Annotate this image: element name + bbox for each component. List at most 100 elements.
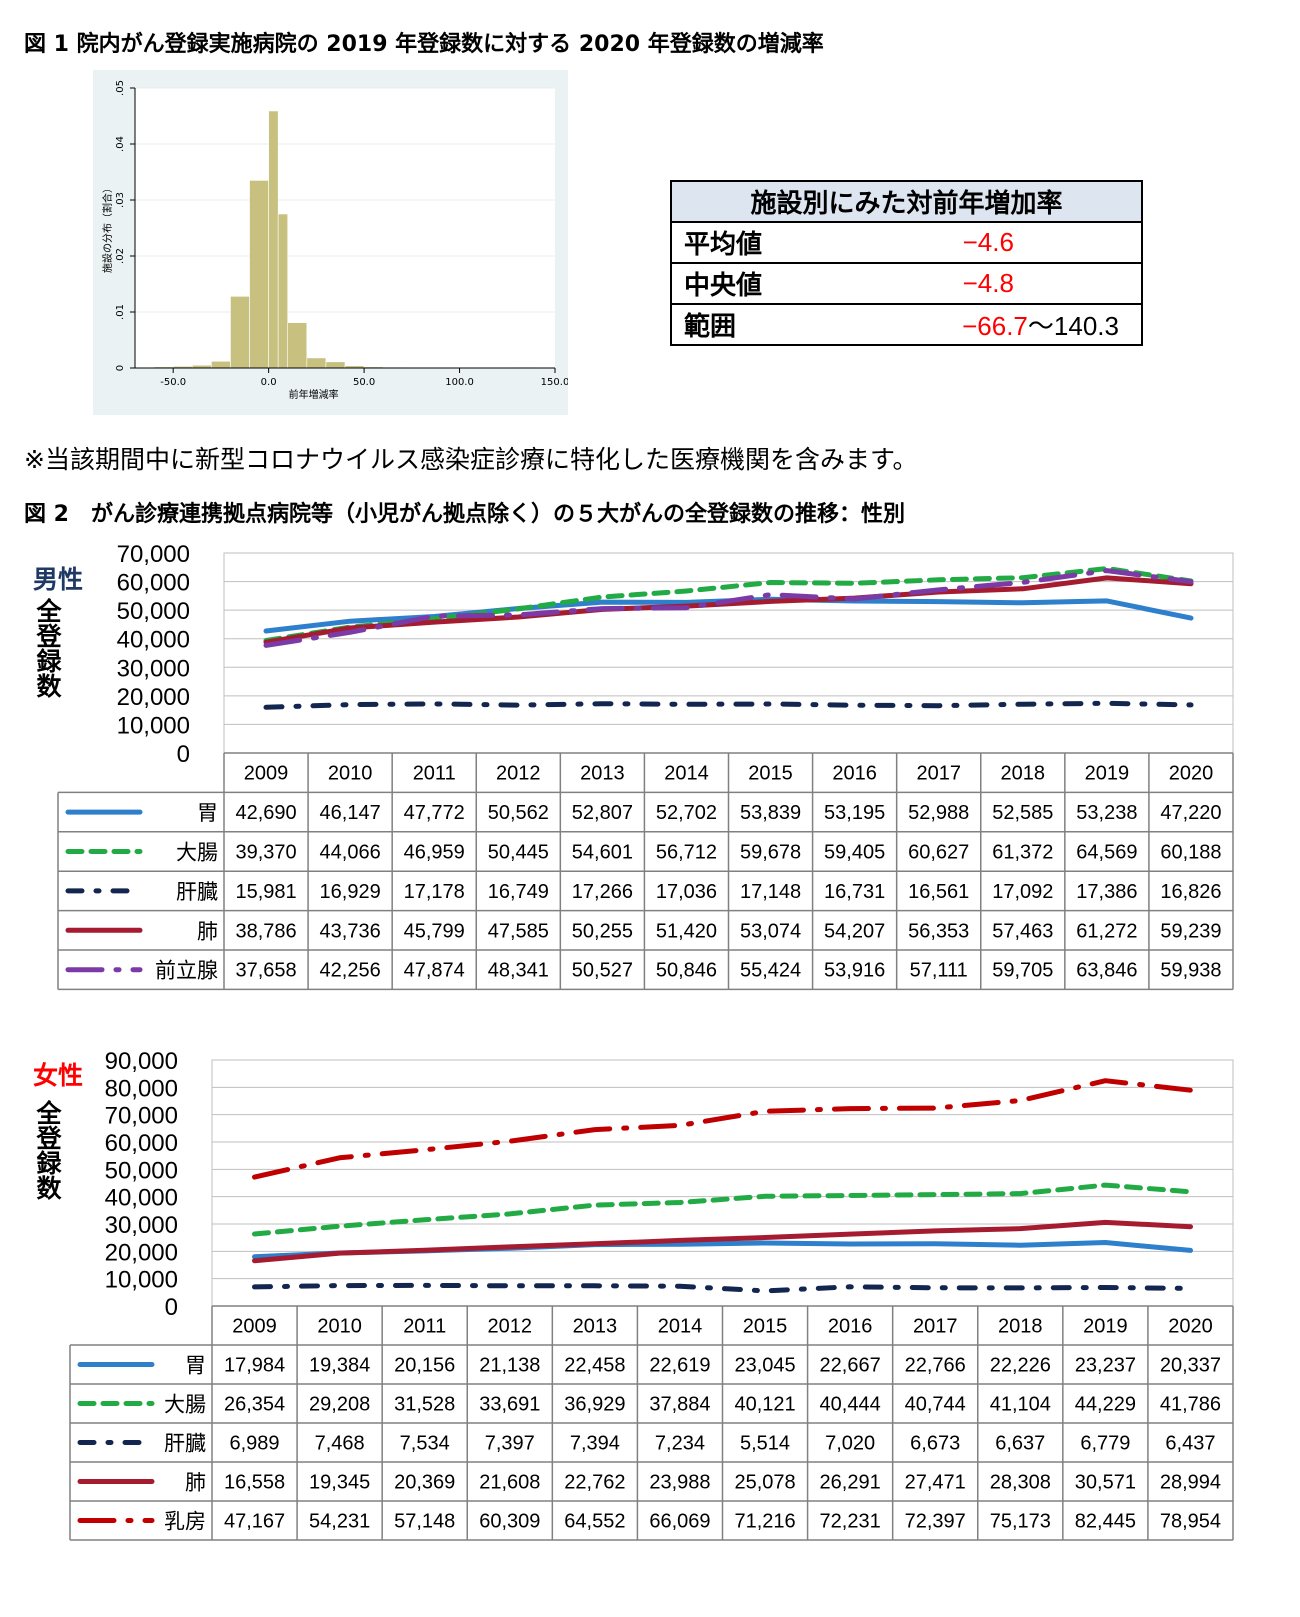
x-category-label: 2020 [1169, 763, 1214, 785]
table-cell-value: 55,424 [740, 960, 801, 982]
histogram-x-tick-label: 50.0 [353, 377, 375, 388]
table-cell-value: 31,528 [394, 1394, 455, 1416]
table-cell-value: 16,561 [908, 881, 969, 903]
table-cell-value: 28,308 [990, 1472, 1051, 1494]
table-cell-value: 25,078 [734, 1472, 795, 1494]
table-cell-value: 50,445 [488, 842, 549, 864]
table-cell-value: 15,981 [235, 881, 296, 903]
table-cell-value: 47,585 [488, 920, 549, 942]
legend-label: 肺 [185, 1471, 206, 1495]
legend-label: 肝臓 [176, 880, 218, 904]
table-cell-value: 29,208 [309, 1394, 370, 1416]
histogram-y-tick-label: .05 [115, 80, 126, 96]
table-cell-value: 6,637 [995, 1433, 1045, 1455]
y-tick-label: 0 [165, 1294, 178, 1321]
legend-label: 胃 [197, 801, 218, 825]
table-cell-value: 17,266 [572, 881, 633, 903]
table-cell-value: 40,121 [734, 1394, 795, 1416]
x-category-label: 2014 [658, 1316, 703, 1338]
table-cell-value: 54,231 [309, 1511, 370, 1533]
table-cell-value: 23,237 [1075, 1355, 1136, 1377]
table-cell-value: 21,138 [479, 1355, 540, 1377]
table-cell-value: 50,846 [656, 960, 717, 982]
y-tick-label: 20,000 [117, 684, 190, 711]
table-cell-value: 44,229 [1075, 1394, 1136, 1416]
histogram-y-tick-label: .03 [115, 192, 126, 208]
y-tick-label: 80,000 [105, 1075, 178, 1102]
series-line-2 [252, 1282, 1193, 1294]
table-cell-value: 66,069 [649, 1511, 710, 1533]
table-cell-value: 28,994 [1160, 1472, 1221, 1494]
histogram-bar [230, 296, 250, 369]
table-cell-value: 16,558 [224, 1472, 285, 1494]
table-cell-value: 47,874 [404, 960, 465, 982]
table-cell-value: 20,156 [394, 1355, 455, 1377]
histogram-bar [249, 180, 269, 369]
y-tick-label: 90,000 [105, 1050, 178, 1075]
table-cell-value: 60,309 [479, 1511, 540, 1533]
table-cell-value: 64,569 [1076, 842, 1137, 864]
histogram-bar [325, 361, 346, 369]
male-ylabel-text: 全登録数 [33, 598, 62, 698]
x-category-label: 2013 [573, 1316, 618, 1338]
histogram-x-tick-label: 100.0 [445, 377, 474, 388]
table-cell-value: 47,167 [224, 1511, 285, 1533]
x-category-label: 2013 [580, 763, 625, 785]
y-tick-label: 20,000 [105, 1239, 178, 1266]
histogram-bar [211, 360, 231, 369]
table-cell-value: 22,226 [990, 1355, 1051, 1377]
stats-value-median: −4.8 [835, 262, 1143, 305]
table-cell-value: 50,527 [572, 960, 633, 982]
male-line-chart-with-table: 70,00060,00050,00040,00030,00020,00010,0… [57, 541, 1234, 991]
table-cell-value: 52,585 [992, 802, 1053, 824]
x-category-label: 2018 [998, 1316, 1043, 1338]
histogram-x-tick-label: -50.0 [160, 377, 186, 388]
legend-label: 胃 [185, 1354, 206, 1378]
table-cell-value: 41,104 [990, 1394, 1051, 1416]
table-cell-value: 20,337 [1160, 1355, 1221, 1377]
table-cell-value: 6,673 [910, 1433, 960, 1455]
table-cell-value: 22,766 [905, 1355, 966, 1377]
female-line-chart-with-table: 90,00080,00070,00060,00050,00040,00030,0… [69, 1050, 1234, 1541]
table-cell-value: 20,369 [394, 1472, 455, 1494]
table-cell-value: 41,786 [1160, 1394, 1221, 1416]
table-cell-value: 75,173 [990, 1511, 1051, 1533]
stats-row-range: 範囲 −66.7〜140.3 [670, 303, 1143, 346]
x-category-label: 2009 [244, 763, 289, 785]
legend-label: 肝臓 [164, 1432, 206, 1456]
table-cell-value: 16,749 [488, 881, 549, 903]
x-category-label: 2010 [317, 1316, 362, 1338]
histogram-y-tick-label: .04 [115, 136, 126, 152]
series-line-2 [263, 700, 1194, 710]
table-cell-value: 19,345 [309, 1472, 370, 1494]
stats-value-range: −66.7〜140.3 [835, 303, 1143, 346]
table-cell-value: 53,839 [740, 802, 801, 824]
table-cell-value: 72,231 [820, 1511, 881, 1533]
table-cell-value: 56,712 [656, 842, 717, 864]
stats-label-range: 範囲 [670, 303, 836, 346]
table-cell-value: 59,938 [1160, 960, 1221, 982]
x-category-label: 2009 [232, 1316, 277, 1338]
table-cell-value: 54,207 [824, 920, 885, 942]
series-line-3 [252, 1219, 1193, 1264]
male-ylabel: 全登録数 [33, 598, 62, 704]
table-cell-value: 22,458 [564, 1355, 625, 1377]
histogram-y-axis-title: 施設の分布（割合） [101, 183, 114, 273]
table-cell-value: 22,619 [649, 1355, 710, 1377]
range-separator: 〜 [1027, 311, 1054, 341]
table-cell-value: 42,256 [320, 960, 381, 982]
table-cell-value: 43,736 [320, 920, 381, 942]
series-line-4 [263, 568, 1194, 648]
table-cell-value: 42,690 [235, 802, 296, 824]
x-category-label: 2011 [403, 1316, 446, 1338]
table-cell-value: 59,705 [992, 960, 1053, 982]
table-cell-value: 53,195 [824, 802, 885, 824]
x-category-label: 2016 [828, 1316, 873, 1338]
table-cell-value: 22,667 [820, 1355, 881, 1377]
table-cell-value: 6,989 [230, 1433, 280, 1455]
x-category-label: 2012 [496, 763, 541, 785]
x-category-label: 2012 [488, 1316, 533, 1338]
table-cell-value: 71,216 [734, 1511, 795, 1533]
table-cell-value: 38,786 [235, 920, 296, 942]
male-label: 男性 [33, 565, 84, 594]
